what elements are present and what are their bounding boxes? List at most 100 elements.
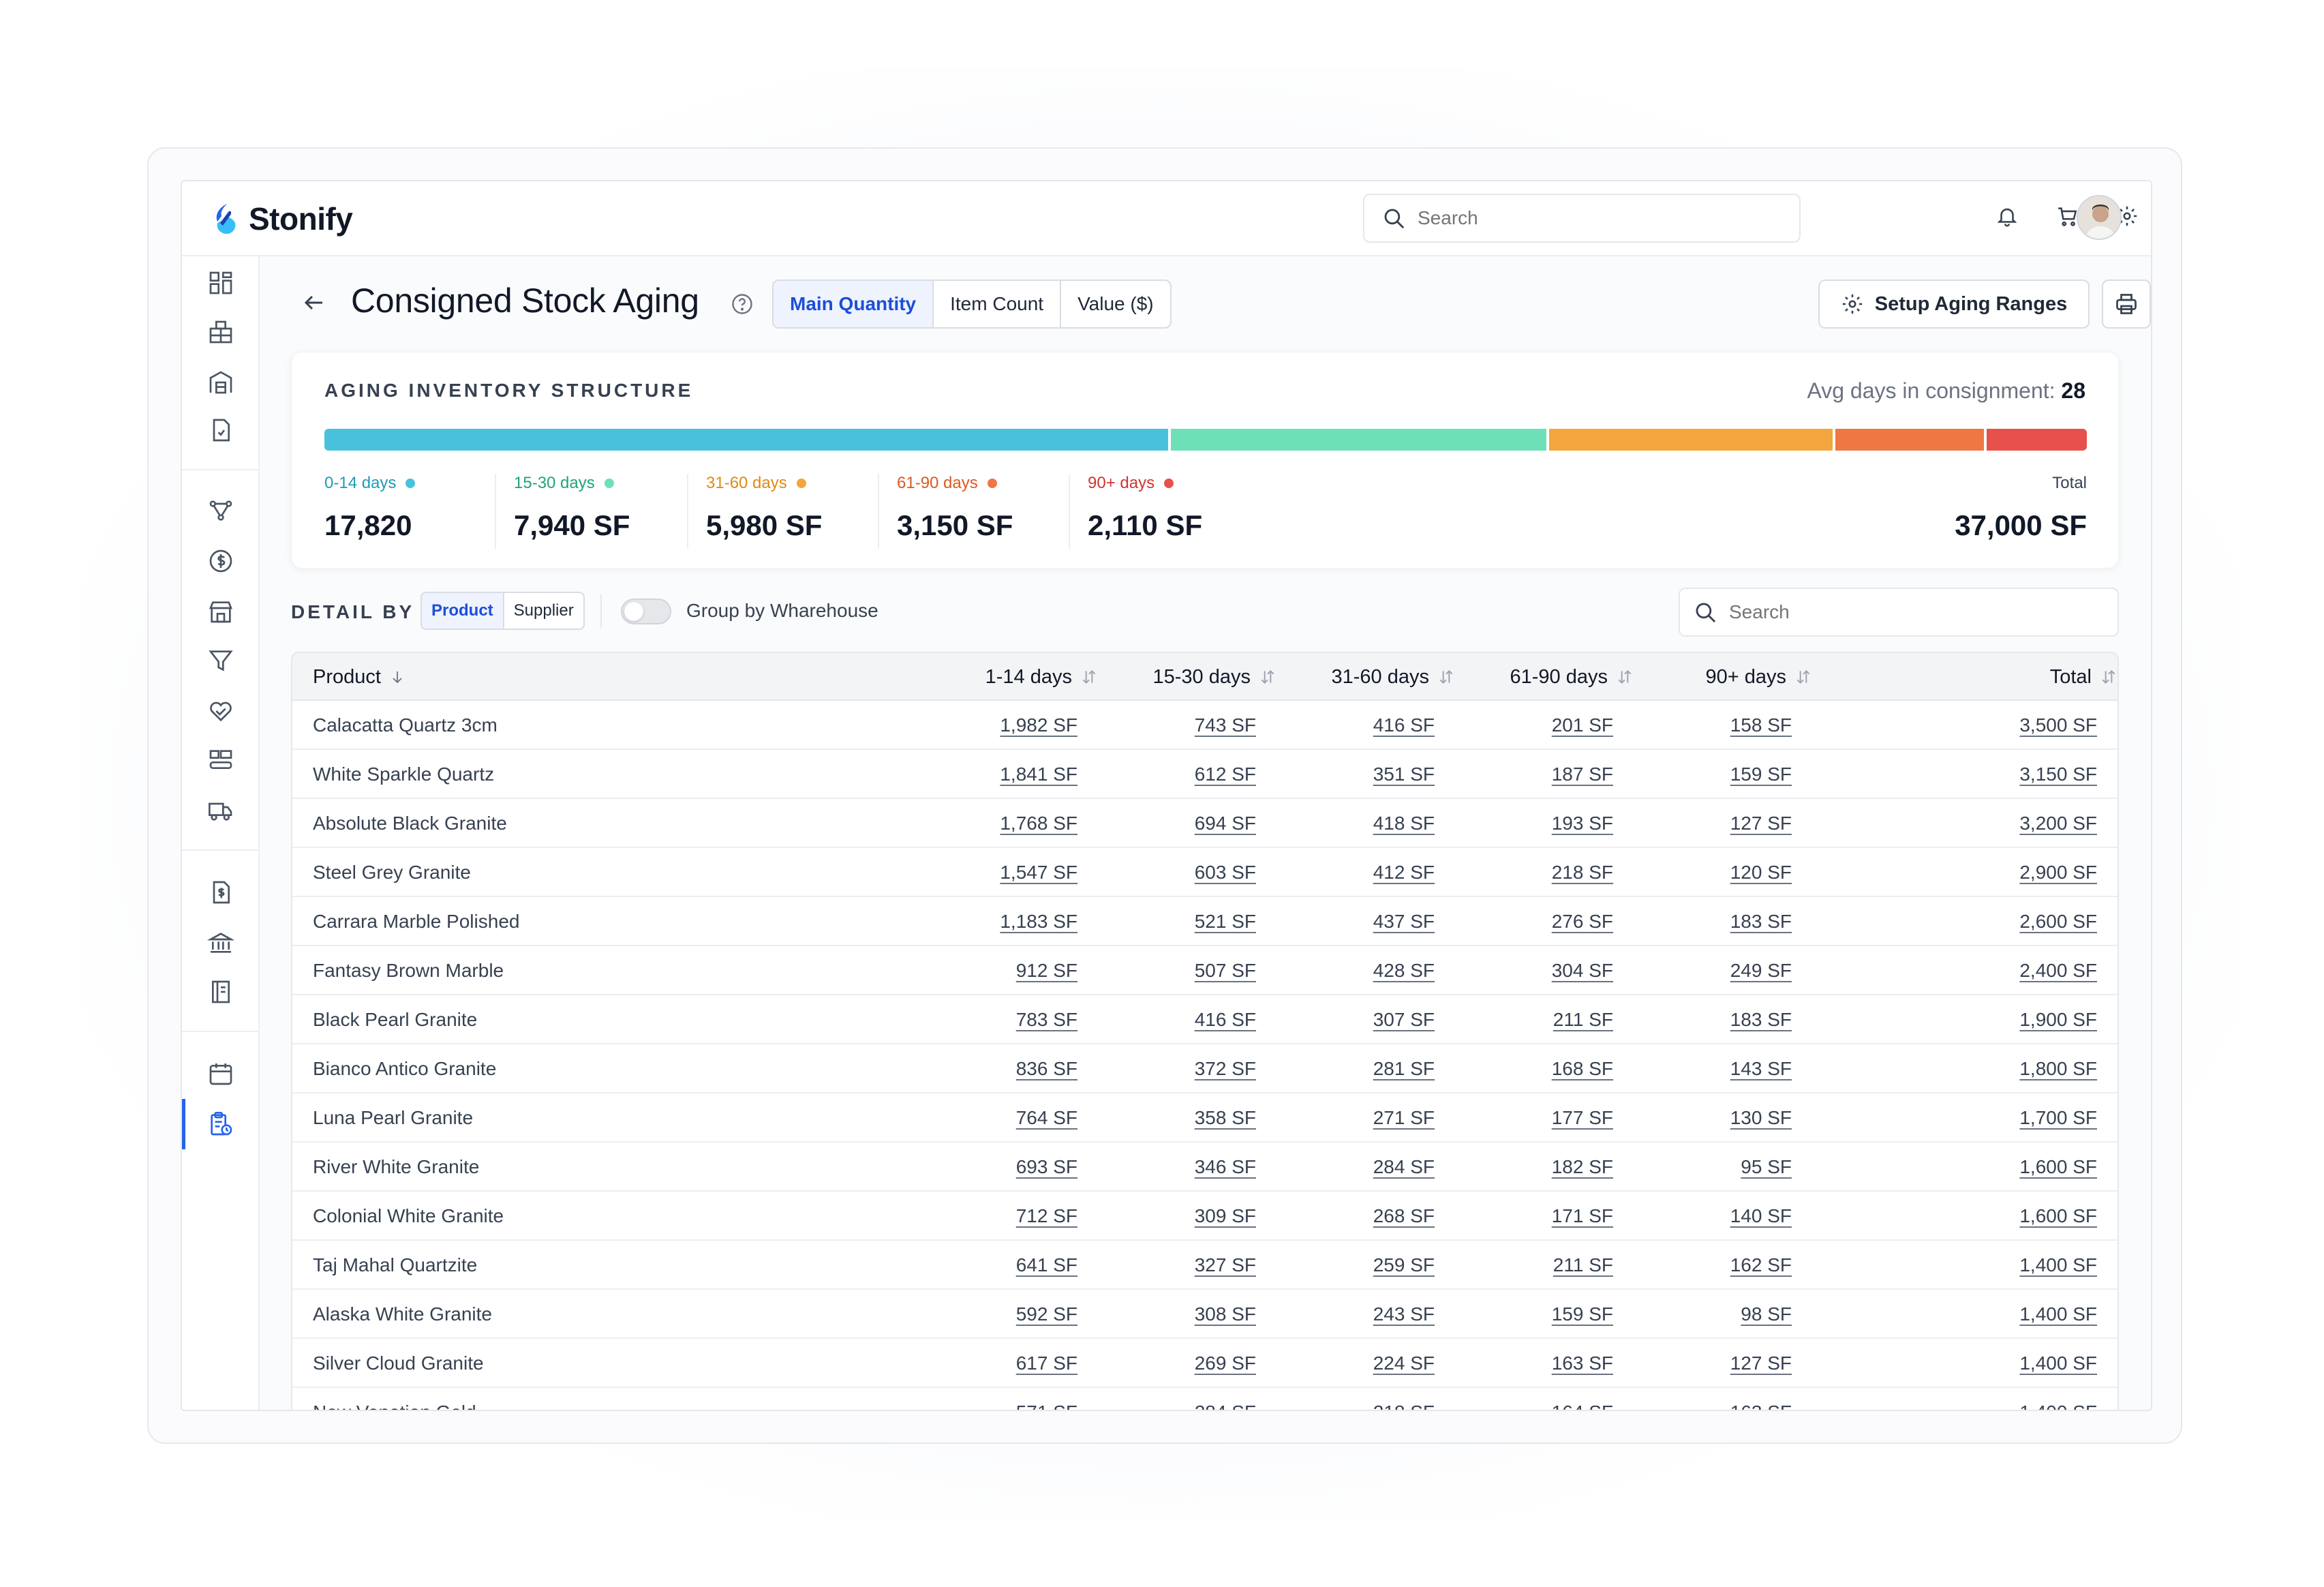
quantity-link[interactable]: 1,600 SF [2019, 1205, 2097, 1226]
dashboard-icon[interactable] [202, 264, 239, 301]
detail-option-product[interactable]: Product [422, 593, 504, 629]
quantity-link[interactable]: 1,800 SF [2019, 1058, 2097, 1079]
quantity-link[interactable]: 1,768 SF [1000, 813, 1077, 834]
quantity-link[interactable]: 95 SF [1741, 1156, 1792, 1177]
invoice-icon[interactable] [202, 874, 239, 911]
quantity-link[interactable]: 308 SF [1194, 1303, 1256, 1325]
quantity-link[interactable]: 783 SF [1015, 1009, 1077, 1030]
bell-icon[interactable] [1991, 200, 2023, 232]
table-row[interactable]: Fantasy Brown Marble 912 SF 507 SF 428 SF 30… [292, 946, 2117, 995]
quantity-link[interactable]: 3,200 SF [2019, 813, 2097, 834]
print-button[interactable] [2102, 279, 2151, 329]
quantity-link[interactable]: 836 SF [1015, 1058, 1077, 1079]
quantity-link[interactable]: 163 SF [1730, 1388, 1792, 1410]
table-row[interactable]: Bianco Antico Granite 836 SF 372 SF 281 SF 1… [292, 1044, 2117, 1093]
global-search-input[interactable] [1418, 207, 1758, 229]
handshake-icon[interactable] [202, 693, 239, 729]
quantity-link[interactable]: 2,600 SF [2019, 911, 2097, 932]
global-search[interactable] [1363, 194, 1801, 243]
quantity-link[interactable]: 641 SF [1015, 1254, 1077, 1275]
quantity-link[interactable]: 351 SF [1373, 764, 1435, 785]
quantity-link[interactable]: 1,400 SF [2019, 1352, 2097, 1374]
table-row[interactable]: Alaska White Granite 592 SF 308 SF 243 SF 15… [292, 1290, 2117, 1339]
quantity-link[interactable]: 612 SF [1194, 764, 1256, 785]
quantity-link[interactable]: 304 SF [1551, 960, 1613, 981]
quantity-link[interactable]: 183 SF [1730, 1009, 1792, 1030]
quantity-link[interactable]: 764 SF [1015, 1107, 1077, 1128]
logo[interactable]: Stonify [212, 200, 353, 237]
quantity-link[interactable]: 416 SF [1373, 714, 1435, 736]
tab-main-quantity[interactable]: Main Quantity [774, 281, 934, 327]
detail-option-supplier[interactable]: Supplier [513, 601, 574, 620]
quantity-link[interactable]: 358 SF [1194, 1107, 1256, 1128]
quantity-link[interactable]: 1,400 SF [2019, 1254, 2097, 1275]
quantity-link[interactable]: 224 SF [1373, 1352, 1435, 1374]
quantity-link[interactable]: 268 SF [1373, 1205, 1435, 1226]
quantity-link[interactable]: 1,547 SF [1000, 862, 1077, 883]
quantity-link[interactable]: 168 SF [1551, 1058, 1613, 1079]
table-row[interactable]: Taj Mahal Quartzite 641 SF 327 SF 259 SF 211… [292, 1241, 2117, 1290]
quantity-link[interactable]: 158 SF [1730, 714, 1792, 736]
quantity-link[interactable]: 3,150 SF [2019, 764, 2097, 785]
quantity-link[interactable]: 307 SF [1373, 1009, 1435, 1030]
quantity-link[interactable]: 2,900 SF [2019, 862, 2097, 883]
quantity-link[interactable]: 218 SF [1551, 862, 1613, 883]
table-row[interactable]: White Sparkle Quartz 1,841 SF 612 SF 351 SF… [292, 750, 2117, 799]
column-header[interactable]: Product [313, 653, 406, 701]
quantity-link[interactable]: 1,600 SF [2019, 1156, 2097, 1177]
quantity-link[interactable]: 309 SF [1194, 1205, 1256, 1226]
quantity-link[interactable]: 143 SF [1730, 1058, 1792, 1079]
setup-aging-ranges-button[interactable]: Setup Aging Ranges [1818, 279, 2090, 329]
quantity-link[interactable]: 1,400 SF [2019, 1303, 2097, 1325]
quantity-link[interactable]: 269 SF [1194, 1352, 1256, 1374]
tab-value[interactable]: Value ($) [1077, 293, 1154, 314]
column-header[interactable]: 90+ days [1705, 653, 1812, 701]
table-search-input[interactable] [1729, 601, 2083, 623]
quantity-link[interactable]: 243 SF [1373, 1303, 1435, 1325]
quantity-link[interactable]: 187 SF [1551, 764, 1613, 785]
quantity-link[interactable]: 521 SF [1194, 911, 1256, 932]
documents-icon[interactable] [202, 412, 239, 449]
quantity-link[interactable]: 281 SF [1373, 1058, 1435, 1079]
calendar-icon[interactable] [202, 1055, 239, 1092]
quantity-link[interactable]: 412 SF [1373, 862, 1435, 883]
title-help-icon[interactable] [730, 292, 754, 316]
cart-icon[interactable] [2051, 200, 2083, 232]
column-header[interactable]: 1-14 days [985, 653, 1098, 701]
quantity-link[interactable]: 171 SF [1551, 1205, 1613, 1226]
quantity-link[interactable]: 418 SF [1373, 813, 1435, 834]
avatar[interactable] [2077, 195, 2122, 240]
warehouse-icon[interactable] [202, 364, 239, 401]
quantity-link[interactable]: 507 SF [1194, 960, 1256, 981]
table-row[interactable]: New Venetian Gold 571 SF 284 SF 218 SF 164 S… [292, 1388, 2117, 1410]
quantity-link[interactable]: 416 SF [1194, 1009, 1256, 1030]
quantity-link[interactable]: 2,400 SF [2019, 960, 2097, 981]
quantity-link[interactable]: 346 SF [1194, 1156, 1256, 1177]
quantity-link[interactable]: 603 SF [1194, 862, 1256, 883]
table-row[interactable]: Silver Cloud Granite 617 SF 269 SF 224 SF 16… [292, 1339, 2117, 1388]
table-row[interactable]: Calacatta Quartz 3cm 1,982 SF 743 SF 416 SF… [292, 701, 2117, 750]
quantity-link[interactable]: 712 SF [1015, 1205, 1077, 1226]
table-row[interactable]: River White Granite 693 SF 346 SF 284 SF 182… [292, 1143, 2117, 1192]
quantity-link[interactable]: 271 SF [1373, 1107, 1435, 1128]
quantity-link[interactable]: 743 SF [1194, 714, 1256, 736]
quantity-link[interactable]: 98 SF [1741, 1303, 1792, 1325]
quantity-link[interactable]: 592 SF [1015, 1303, 1077, 1325]
quantity-link[interactable]: 163 SF [1551, 1352, 1613, 1374]
column-header[interactable]: 61-90 days [1510, 653, 1634, 701]
truck-icon[interactable] [202, 792, 239, 829]
table-search[interactable] [1679, 588, 2119, 637]
table-row[interactable]: Colonial White Granite 712 SF 309 SF 268 SF… [292, 1192, 2117, 1241]
quantity-link[interactable]: 218 SF [1373, 1388, 1435, 1410]
table-row[interactable]: Luna Pearl Granite 764 SF 358 SF 271 SF 177 … [292, 1093, 2117, 1143]
quantity-link[interactable]: 912 SF [1015, 960, 1077, 981]
quantity-link[interactable]: 249 SF [1730, 960, 1792, 981]
dollar-icon[interactable] [202, 543, 239, 579]
quantity-link[interactable]: 140 SF [1730, 1205, 1792, 1226]
quantity-link[interactable]: 571 SF [1016, 1388, 1077, 1410]
quantity-link[interactable]: 284 SF [1195, 1388, 1256, 1410]
quantity-link[interactable]: 259 SF [1373, 1254, 1435, 1275]
quantity-link[interactable]: 183 SF [1730, 911, 1792, 932]
column-header[interactable]: 31-60 days [1332, 653, 1456, 701]
quantity-link[interactable]: 211 SF [1553, 1254, 1613, 1275]
